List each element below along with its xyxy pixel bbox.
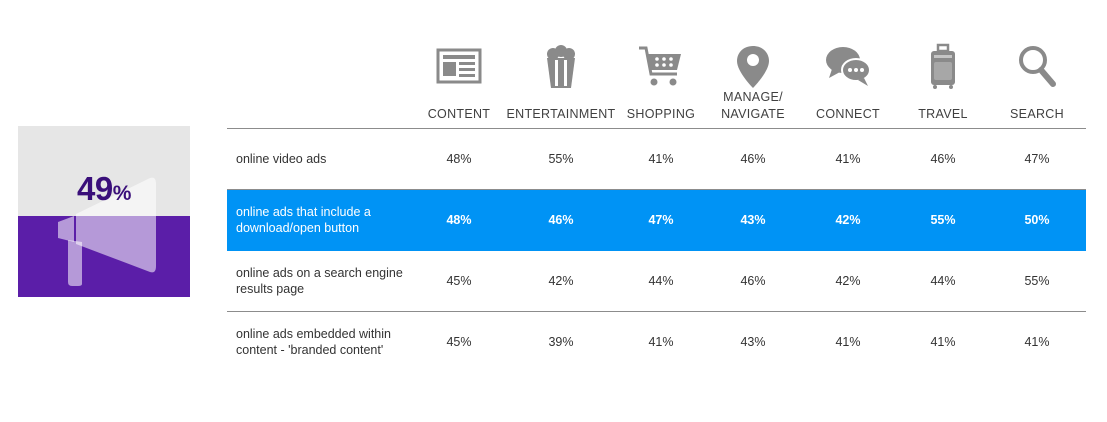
table-row: online ads that include a download/open … [227, 190, 1086, 251]
table-cell: 48% [446, 152, 472, 166]
table-row: online ads embedded within content - 'br… [227, 312, 1086, 372]
table-cell: 44% [648, 274, 674, 288]
column-header-content: CONTENT [404, 38, 514, 128]
table-cell: 42% [835, 274, 861, 288]
map-pin-icon [737, 46, 769, 88]
table-cell: 55% [930, 213, 956, 227]
newspaper-icon [436, 48, 482, 84]
table-cell: 41% [1024, 335, 1050, 349]
table-cell: 42% [835, 213, 861, 227]
shopping-cart-icon [639, 46, 681, 86]
table-cell: 41% [648, 152, 674, 166]
row-label: online ads embedded within content - 'br… [236, 327, 391, 357]
column-label: MANAGE/NAVIGATE [721, 90, 785, 121]
table-cell: 43% [740, 213, 766, 227]
table-cell: 48% [446, 213, 472, 227]
table-row: online ads on a search engine results pa… [227, 251, 1086, 312]
table-cell: 47% [648, 213, 674, 227]
table-cell: 45% [446, 274, 472, 288]
table-cell: 41% [835, 152, 861, 166]
column-header-manage-navigate: MANAGE/NAVIGATE [698, 38, 808, 128]
table-cell: 46% [740, 152, 766, 166]
column-header-connect: CONNECT [793, 38, 903, 128]
table-cell: 41% [930, 335, 956, 349]
table-cell: 46% [930, 152, 956, 166]
row-label: online video ads [236, 152, 327, 166]
table-cell: 45% [446, 335, 472, 349]
table-header-row: CONTENT ENTERTAINMENT SHOPPING MANAGE/NA… [227, 38, 1086, 129]
table-cell: 46% [740, 274, 766, 288]
table-cell: 46% [548, 213, 574, 227]
table-cell: 47% [1024, 152, 1050, 166]
row-label: online ads on a search engine results pa… [236, 266, 403, 296]
column-label: CONNECT [816, 107, 880, 121]
table-cell: 43% [740, 335, 766, 349]
table-cell: 41% [835, 335, 861, 349]
stat-unit: % [112, 182, 132, 205]
table-cell: 55% [1024, 274, 1050, 288]
column-header-entertainment: ENTERTAINMENT [506, 38, 616, 128]
column-label: ENTERTAINMENT [506, 107, 616, 121]
column-header-travel: TRAVEL [888, 38, 998, 128]
column-label: TRAVEL [918, 107, 968, 121]
table-cell: 50% [1024, 213, 1050, 227]
summary-stat-block: 49% [18, 126, 190, 297]
column-label: SEARCH [1010, 107, 1064, 121]
popcorn-icon [547, 45, 575, 88]
table-cell: 44% [930, 274, 956, 288]
stat-value: 49% [77, 170, 132, 207]
ad-format-table: CONTENT ENTERTAINMENT SHOPPING MANAGE/NA… [227, 38, 1086, 372]
table-cell: 39% [548, 335, 574, 349]
row-label: online ads that include a download/open … [236, 205, 371, 235]
suitcase-icon [931, 43, 955, 89]
column-header-shopping: SHOPPING [606, 38, 716, 128]
table-cell: 41% [648, 335, 674, 349]
table-row: online video ads 48% 55% 41% 46% 41% 46% 47% [227, 129, 1086, 190]
column-label: SHOPPING [626, 107, 696, 121]
chat-bubbles-icon [826, 47, 871, 86]
column-header-search: SEARCH [982, 38, 1092, 128]
table-cell: 42% [548, 274, 574, 288]
megaphone-icon [58, 177, 156, 286]
column-label: CONTENT [427, 107, 491, 121]
table-body: online video ads 48% 55% 41% 46% 41% 46% 47% onl… [227, 129, 1086, 372]
magnifier-icon [1019, 46, 1056, 87]
table-cell: 55% [548, 152, 574, 166]
